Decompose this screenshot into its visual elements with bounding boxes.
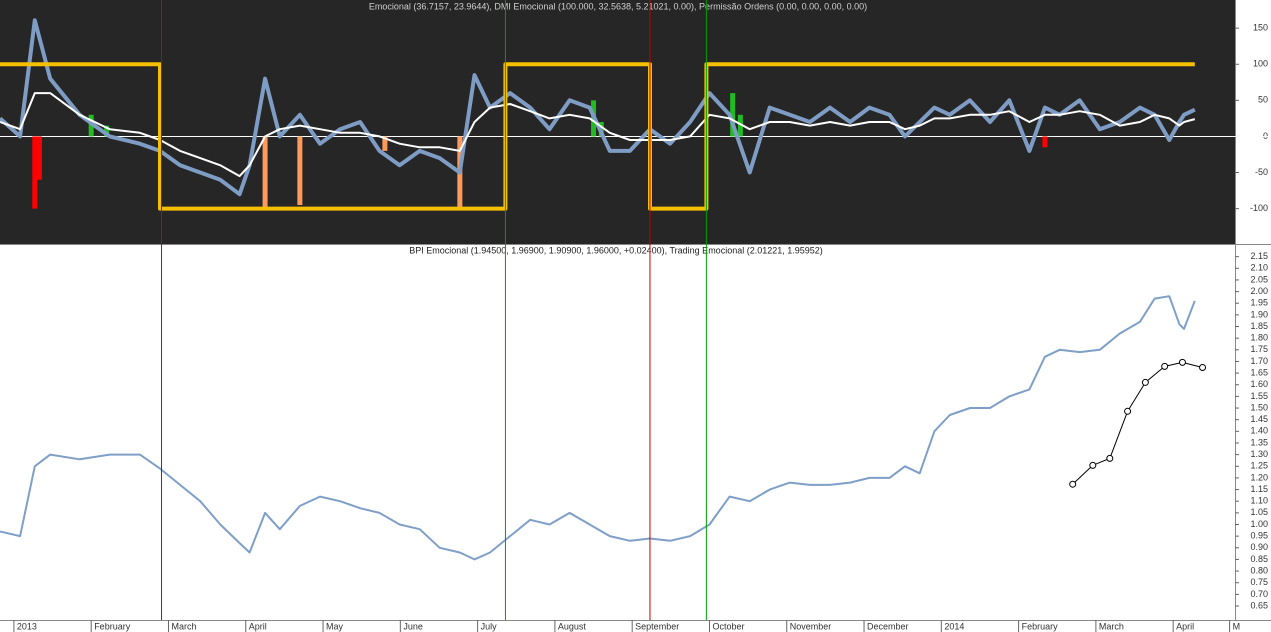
x-tick-label: June <box>403 621 423 631</box>
y-tick-label: 1.30 <box>1250 449 1268 459</box>
y-tick-label: 0.70 <box>1250 589 1268 599</box>
y-tick-label: 100 <box>1253 59 1268 69</box>
x-tick-label: May <box>326 621 344 631</box>
series-marker <box>1178 358 1186 366</box>
y-tick-label: 2.10 <box>1250 263 1268 273</box>
x-tick-label: October <box>712 621 744 631</box>
x-tick-label: March <box>171 621 196 631</box>
histogram-bar <box>1042 136 1048 148</box>
y-tick-label: 1.70 <box>1250 356 1268 366</box>
histogram-bar <box>737 114 743 137</box>
y-tick-label: 1.10 <box>1250 496 1268 506</box>
y-tick-label: 0.95 <box>1250 531 1268 541</box>
y-tick-label: 1.05 <box>1250 507 1268 517</box>
x-tick-label: April <box>1176 621 1194 631</box>
histogram-bar <box>382 136 388 151</box>
x-tick-label: August <box>558 621 587 631</box>
y-tick-label: 0.90 <box>1250 542 1268 552</box>
series-marker <box>1106 454 1114 462</box>
y-tick-label: 0.85 <box>1250 554 1268 564</box>
y-tick-label: 150 <box>1253 23 1268 33</box>
histogram-bar <box>262 136 268 209</box>
y-tick-label: 0.65 <box>1250 600 1268 610</box>
x-tick-label: July <box>481 621 498 631</box>
x-tick-label: December <box>867 621 909 631</box>
histogram-bar <box>297 136 303 206</box>
y-tick-label: 1.95 <box>1250 298 1268 308</box>
series-line <box>0 18 1196 197</box>
series-line <box>0 92 1196 178</box>
series-marker <box>1199 364 1207 372</box>
x-tick-label: M <box>1233 621 1241 631</box>
y-tick-label: -50 <box>1255 167 1268 177</box>
y-tick-label: 1.20 <box>1250 472 1268 482</box>
y-tick-label: 0 <box>1263 131 1268 141</box>
series-marker <box>1124 407 1132 415</box>
y-tick-label: 1.60 <box>1250 379 1268 389</box>
histogram-bar <box>36 136 42 180</box>
y-tick-label: 1.90 <box>1250 309 1268 319</box>
y-tick-label: 1.25 <box>1250 461 1268 471</box>
x-tick-label: April <box>249 621 267 631</box>
y-tick-label: 1.50 <box>1250 402 1268 412</box>
y-tick-label: 0.75 <box>1250 577 1268 587</box>
y-tick-label: 1.65 <box>1250 367 1268 377</box>
x-tick-label: November <box>790 621 832 631</box>
series-marker <box>1069 480 1077 488</box>
x-tick-label: February <box>94 621 131 631</box>
y-tick-label: 2.15 <box>1250 251 1268 261</box>
y-tick-label: 50 <box>1258 95 1268 105</box>
x-tick-label: September <box>635 621 679 631</box>
series-marker <box>1161 362 1169 370</box>
bottom-title: BPI Emocional (1.94500, 1.96900, 1.90900… <box>409 245 823 255</box>
y-tick-label: 1.15 <box>1250 484 1268 494</box>
y-tick-label: 1.35 <box>1250 437 1268 447</box>
y-tick-label: 2.05 <box>1250 274 1268 284</box>
y-tick-label: 0.80 <box>1250 565 1268 575</box>
histogram-bar <box>88 114 94 137</box>
y-tick-label: 1.80 <box>1250 333 1268 343</box>
histogram-bar <box>104 125 110 137</box>
series-marker <box>1141 378 1149 386</box>
y-tick-label: 1.45 <box>1250 414 1268 424</box>
x-tick-label: March <box>1099 621 1124 631</box>
y-tick-label: 1.00 <box>1250 519 1268 529</box>
x-tick-label: February <box>1022 621 1059 631</box>
y-tick-label: 1.75 <box>1250 344 1268 354</box>
series-line <box>0 295 1196 561</box>
y-tick-label: 1.85 <box>1250 321 1268 331</box>
x-tick-label: 2013 <box>17 621 37 631</box>
y-tick-label: -100 <box>1250 203 1268 213</box>
x-tick-label: 2014 <box>944 621 964 631</box>
y-tick-label: 1.40 <box>1250 426 1268 436</box>
y-tick-label: 2.00 <box>1250 286 1268 296</box>
y-tick-label: 1.55 <box>1250 391 1268 401</box>
histogram-bar <box>32 136 38 209</box>
series-marker <box>1089 461 1097 469</box>
histogram-bar <box>730 93 736 137</box>
top-title: Emocional (36.7157, 23.9644), DMI Emocio… <box>369 1 867 11</box>
